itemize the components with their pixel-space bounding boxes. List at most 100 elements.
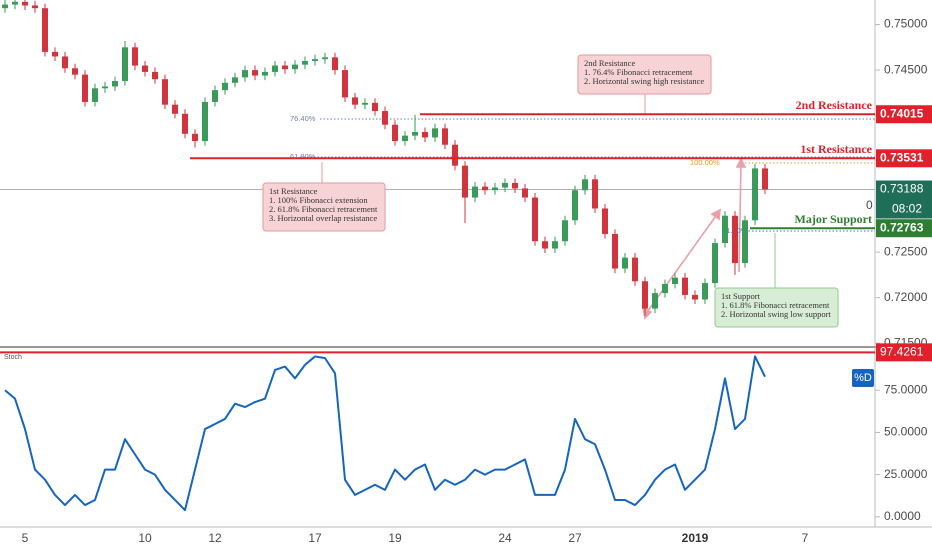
candle-body — [122, 47, 128, 82]
arrow-head — [735, 157, 747, 168]
candle-body — [722, 215, 728, 244]
candle-body — [752, 168, 758, 221]
annotation-line: 2. Horizontal swing low support — [721, 309, 831, 319]
candle-body — [202, 101, 208, 142]
annotation-line: 3. Horizontal overlap resistance — [269, 213, 377, 223]
x-tick-label: 19 — [388, 531, 402, 545]
candle-body — [482, 186, 488, 191]
series-line — [4, 355, 766, 512]
y-tick-label: 25.0000 — [884, 467, 928, 481]
candle-body — [352, 97, 358, 105]
candle-body — [272, 65, 278, 72]
annotation-line: 1. 61.8% Fibonacci retracement — [721, 300, 830, 310]
candle-body — [512, 182, 518, 189]
level-value: 97.4261 — [880, 345, 924, 359]
annotation-title: 2nd Resistance — [584, 58, 635, 68]
candle-body — [142, 65, 148, 72]
y-tick-label: 0.0000 — [884, 509, 921, 523]
candle-body — [542, 241, 548, 249]
candle-body — [382, 111, 388, 125]
candle-body — [82, 74, 88, 102]
candle-body — [672, 277, 678, 285]
candle-body — [162, 79, 168, 105]
candle-body — [572, 190, 578, 221]
level-value: 0.74015 — [880, 106, 924, 120]
x-tick-label: 7 — [802, 531, 809, 545]
candle-body — [622, 257, 628, 269]
candle-body — [72, 68, 78, 75]
candle-body — [662, 284, 668, 294]
candle-body — [442, 128, 448, 145]
legend-badge — [852, 369, 874, 387]
candle-body — [462, 165, 468, 198]
candle-body — [732, 215, 738, 264]
level-name: 2nd Resistance — [796, 98, 873, 112]
candle-body — [412, 131, 418, 136]
annotation-box — [262, 182, 386, 232]
candle-body — [692, 294, 698, 300]
x-tick-label: 27 — [568, 531, 582, 545]
candle-body — [282, 65, 288, 70]
level-value: 0.73531 — [880, 150, 924, 164]
candle-body — [612, 233, 618, 269]
candle-body — [552, 241, 558, 249]
candle-body — [132, 47, 138, 66]
candle-body — [592, 179, 598, 209]
x-tick-label: 2019 — [682, 531, 709, 545]
candle-body — [472, 186, 478, 198]
annotation-line: 1. 100% Fibonacci extension — [269, 195, 368, 205]
candle-body — [562, 220, 568, 242]
x-tick-label: 12 — [208, 531, 222, 545]
level-badge — [876, 343, 932, 362]
candle-body — [632, 257, 638, 282]
candle-body — [362, 102, 368, 105]
candle-body — [762, 168, 768, 190]
candle-body — [212, 90, 218, 102]
candle-body — [532, 197, 538, 242]
candle-body — [492, 187, 498, 191]
candle-body — [742, 220, 748, 264]
axis-fragment: 0 — [866, 198, 873, 212]
annotation-box — [714, 287, 839, 328]
y-tick-label: 75.0000 — [884, 382, 928, 396]
level-badge — [876, 149, 932, 168]
candle-body — [712, 243, 718, 284]
x-tick-label: 5 — [22, 531, 29, 545]
candle-body — [52, 51, 58, 57]
last-price-badge — [876, 180, 932, 219]
candle-body — [242, 70, 248, 78]
x-tick-label: 10 — [138, 531, 152, 545]
candle-body — [402, 135, 408, 142]
annotation-line: 2. 61.8% Fibonacci retracement — [269, 204, 378, 214]
candle-body — [312, 59, 318, 61]
annotation-line: 1. 76.4% Fibonacci retracement — [584, 67, 693, 77]
candle-body — [372, 102, 378, 112]
candle-body — [22, 1, 28, 6]
arrow-head — [710, 208, 721, 221]
candle-body — [112, 81, 118, 87]
fib-label: 100.00% — [690, 158, 720, 167]
candle-body — [332, 57, 338, 71]
legend-label: %D — [854, 372, 872, 384]
last-price-value: 0.73188 — [880, 182, 924, 196]
y-tick-label: 0.72500 — [884, 244, 928, 258]
candle-body — [232, 77, 238, 83]
candle-body — [322, 57, 328, 60]
candle-body — [292, 64, 298, 70]
annotation-line: 2. Horizontal swing high resistance — [584, 76, 704, 86]
candle-body — [302, 60, 308, 65]
candle-body — [222, 82, 228, 91]
candle-body — [262, 71, 268, 76]
candle-body — [502, 182, 508, 188]
candle-body — [42, 8, 48, 52]
candle-body — [422, 131, 428, 138]
candle-body — [342, 70, 348, 98]
x-tick-label: 17 — [308, 531, 322, 545]
candle-body — [452, 144, 458, 166]
x-tick-label: 24 — [498, 531, 512, 545]
y-tick-label: 0.72000 — [884, 290, 928, 304]
candle-body — [252, 70, 258, 76]
candle-body — [12, 1, 18, 5]
